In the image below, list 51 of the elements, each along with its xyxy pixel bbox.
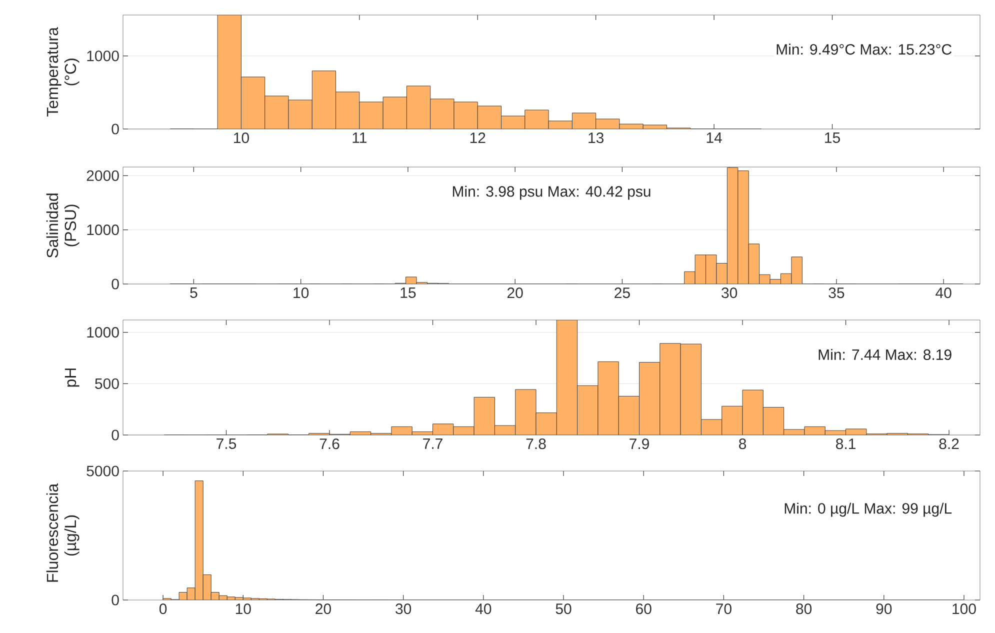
annotation: Min: 0 µg/L Max: 99 µg/L	[784, 502, 952, 517]
x-tick-label: 80	[796, 604, 812, 614]
x-tick-label: 90	[876, 604, 892, 614]
y-axis-title: Fluorescencia (µg/L)	[46, 483, 80, 582]
annotation: Min: 3.98 psu Max: 40.42 psu	[452, 186, 650, 200]
y-tick-label: 2000	[86, 170, 119, 181]
x-tick-label: 20	[507, 288, 523, 298]
x-tick-label: 7.5	[216, 438, 236, 449]
y-tick-label: 1000	[87, 224, 119, 236]
x-tick-label: 8	[739, 438, 746, 450]
y-axis-title: pH	[64, 368, 80, 387]
x-tick-label: 70	[716, 604, 732, 614]
y-axis-title: Salinidad (PSU)	[46, 194, 80, 258]
x-tick-label: 13	[588, 132, 604, 144]
x-tick-label: 20	[316, 604, 331, 614]
y-tick-label: 1000	[87, 327, 119, 338]
x-tick-label: 7.7	[423, 438, 442, 449]
x-tick-label: 8.1	[836, 438, 856, 450]
x-tick-label: 12	[470, 132, 486, 143]
x-tick-label: 40	[936, 288, 952, 298]
x-tick-label: 10	[294, 288, 309, 298]
y-tick-label: 0	[112, 278, 119, 290]
annotation: Min: 7.44 Max: 8.19	[818, 348, 952, 360]
y-tick-label: 0	[112, 430, 119, 440]
x-tick-label: 7.8	[526, 438, 546, 450]
y-tick-label: 0	[112, 124, 119, 134]
x-tick-label: 50	[556, 604, 572, 614]
x-tick-label: 10	[236, 604, 251, 614]
y-tick-label: 1000	[87, 50, 119, 62]
x-tick-label: 15	[825, 132, 840, 143]
y-tick-label: 5000	[86, 466, 119, 476]
x-tick-label: 5	[190, 288, 198, 298]
x-tick-label: 10	[234, 132, 249, 144]
x-tick-label: 100	[952, 604, 976, 614]
x-tick-label: 35	[828, 288, 844, 298]
y-tick-label: 500	[95, 378, 119, 389]
x-tick-label: 7.9	[630, 438, 649, 450]
x-tick-label: 7.6	[320, 438, 340, 450]
x-tick-label: 8.2	[939, 438, 959, 450]
x-tick-label: 30	[396, 604, 412, 614]
x-tick-label: 11	[352, 132, 366, 143]
x-tick-label: 60	[636, 604, 652, 614]
annotation: Min: 9.49°C Max: 15.23°C	[776, 44, 952, 55]
y-tick-label: 0	[112, 594, 119, 606]
x-tick-label: 0	[159, 604, 167, 614]
x-tick-label: 15	[400, 288, 416, 298]
x-tick-label: 30	[722, 288, 738, 298]
y-axis-title: Temperatura (°C)	[46, 27, 80, 117]
x-tick-label: 14	[706, 132, 722, 143]
x-tick-label: 25	[614, 288, 630, 298]
x-tick-label: 40	[475, 604, 492, 614]
